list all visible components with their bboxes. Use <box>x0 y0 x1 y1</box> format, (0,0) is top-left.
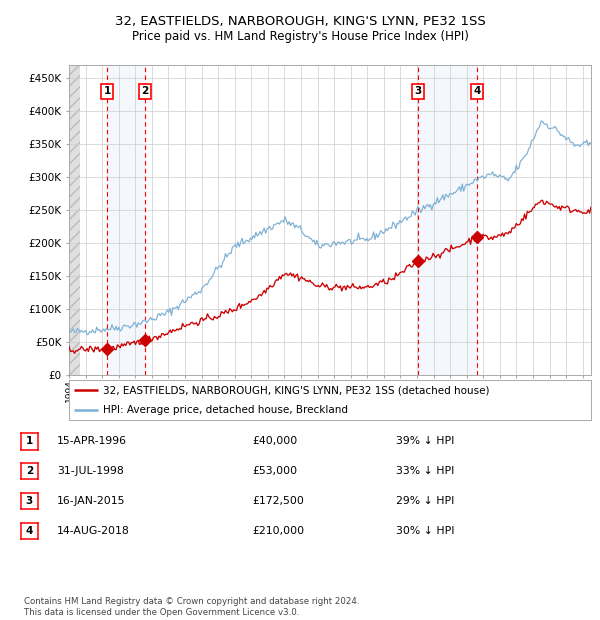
Text: 32, EASTFIELDS, NARBOROUGH, KING'S LYNN, PE32 1SS (detached house): 32, EASTFIELDS, NARBOROUGH, KING'S LYNN,… <box>103 385 490 395</box>
Text: 3: 3 <box>414 86 421 97</box>
Text: 16-JAN-2015: 16-JAN-2015 <box>57 496 125 506</box>
Text: £210,000: £210,000 <box>252 526 304 536</box>
Text: £40,000: £40,000 <box>252 436 297 446</box>
Text: 1: 1 <box>103 86 110 97</box>
Text: 31-JUL-1998: 31-JUL-1998 <box>57 466 124 476</box>
Text: 32, EASTFIELDS, NARBOROUGH, KING'S LYNN, PE32 1SS: 32, EASTFIELDS, NARBOROUGH, KING'S LYNN,… <box>115 16 485 29</box>
Bar <box>69 65 80 375</box>
Text: 2: 2 <box>26 466 33 476</box>
Text: Price paid vs. HM Land Registry's House Price Index (HPI): Price paid vs. HM Land Registry's House … <box>131 30 469 43</box>
Text: 4: 4 <box>26 526 33 536</box>
Text: 15-APR-1996: 15-APR-1996 <box>57 436 127 446</box>
Bar <box>107 65 145 375</box>
Text: 29% ↓ HPI: 29% ↓ HPI <box>396 496 454 506</box>
Text: £53,000: £53,000 <box>252 466 297 476</box>
Text: 2: 2 <box>141 86 149 97</box>
Text: 1: 1 <box>26 436 33 446</box>
Text: 4: 4 <box>473 86 481 97</box>
Text: Contains HM Land Registry data © Crown copyright and database right 2024.
This d: Contains HM Land Registry data © Crown c… <box>24 598 359 617</box>
Text: 33% ↓ HPI: 33% ↓ HPI <box>396 466 454 476</box>
Text: 14-AUG-2018: 14-AUG-2018 <box>57 526 130 536</box>
Text: 3: 3 <box>26 496 33 506</box>
Bar <box>418 65 477 375</box>
Text: £172,500: £172,500 <box>252 496 304 506</box>
Text: HPI: Average price, detached house, Breckland: HPI: Average price, detached house, Brec… <box>103 405 348 415</box>
Text: 30% ↓ HPI: 30% ↓ HPI <box>396 526 455 536</box>
Text: 39% ↓ HPI: 39% ↓ HPI <box>396 436 454 446</box>
